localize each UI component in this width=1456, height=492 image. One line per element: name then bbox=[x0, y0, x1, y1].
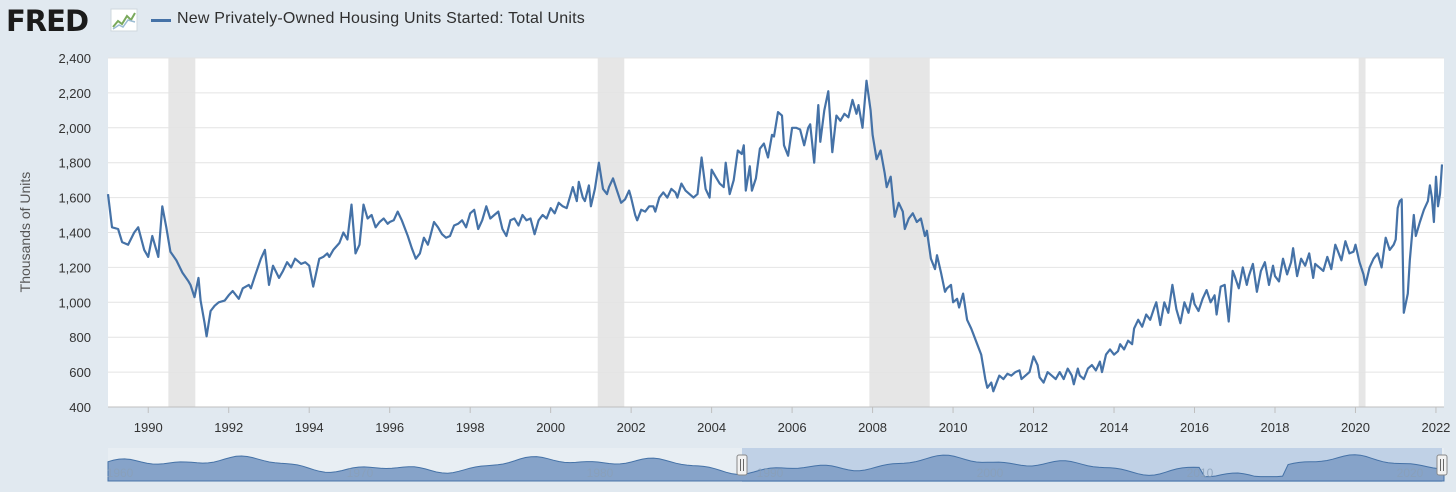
series-line[interactable] bbox=[106, 79, 1444, 393]
navigator-year-label: 1970 bbox=[347, 466, 374, 480]
y-tick-label: 600 bbox=[69, 365, 91, 380]
x-tick-label: 2022 bbox=[1421, 420, 1450, 435]
y-tick-label: 1,200 bbox=[58, 260, 91, 275]
navigator-year-label: 2000 bbox=[977, 466, 1004, 480]
line-chart-icon bbox=[110, 8, 138, 32]
x-tick-label: 1998 bbox=[456, 420, 485, 435]
navigator-series-area bbox=[107, 454, 1445, 482]
x-tick-label: 2012 bbox=[1019, 420, 1048, 435]
x-tick-label: 1994 bbox=[295, 420, 324, 435]
y-tick-label: 1,600 bbox=[58, 191, 91, 206]
x-tick-label: 2016 bbox=[1180, 420, 1209, 435]
x-tick-label: 1990 bbox=[134, 420, 163, 435]
x-tick-label: 2006 bbox=[778, 420, 807, 435]
y-axis-label: Thousands of Units bbox=[17, 172, 33, 293]
x-axis-ticks: 1990 1992 1994 1996 1998 2000 2002 2004 2006 2008… bbox=[108, 406, 1450, 435]
y-tick-label: 1,800 bbox=[58, 156, 91, 171]
y-axis-ticks: 400 600 800 1,000 1,200 1,400 1,600 1,800 2,000 2… bbox=[58, 51, 91, 415]
x-tick-label: 1992 bbox=[214, 420, 243, 435]
fred-logo[interactable]: FRED bbox=[6, 4, 89, 38]
chart-title: New Privately-Owned Housing Units Starte… bbox=[177, 10, 586, 27]
chart-header: FRED New Privately-Owned Housing Units S… bbox=[0, 0, 1456, 42]
range-navigator[interactable]: 1960 1970 1980 1990 2000 2010 2020 bbox=[107, 448, 1448, 482]
y-tick-label: 2,400 bbox=[58, 51, 91, 66]
legend-series-line bbox=[151, 19, 171, 22]
x-tick-label: 2020 bbox=[1341, 420, 1370, 435]
navigator-year-label: 1990 bbox=[757, 466, 784, 480]
x-tick-label: 2010 bbox=[939, 420, 968, 435]
navigator-year-label: 2020 bbox=[1397, 466, 1424, 480]
x-tick-label: 2008 bbox=[858, 420, 887, 435]
x-tick-label: 2002 bbox=[617, 420, 646, 435]
navigator-year-label: 1980 bbox=[587, 466, 614, 480]
y-tick-label: 400 bbox=[69, 400, 91, 415]
y-tick-label: 2,200 bbox=[58, 86, 91, 101]
navigator-left-handle[interactable] bbox=[736, 454, 748, 476]
y-tick-label: 2,000 bbox=[58, 121, 91, 136]
y-tick-label: 1,400 bbox=[58, 226, 91, 241]
navigator-right-handle[interactable] bbox=[1436, 454, 1448, 476]
x-tick-label: 2000 bbox=[536, 420, 565, 435]
x-tick-label: 2014 bbox=[1100, 420, 1129, 435]
x-tick-label: 2018 bbox=[1261, 420, 1290, 435]
navigator-year-labels: 1960 1970 1980 1990 2000 2010 2020 bbox=[107, 466, 1424, 480]
navigator-year-label: 2010 bbox=[1187, 466, 1214, 480]
y-tick-label: 800 bbox=[69, 330, 91, 345]
y-tick-label: 1,000 bbox=[58, 295, 91, 310]
x-tick-label: 1996 bbox=[375, 420, 404, 435]
x-tick-label: 2004 bbox=[697, 420, 726, 435]
navigator-year-label: 1960 bbox=[107, 466, 134, 480]
